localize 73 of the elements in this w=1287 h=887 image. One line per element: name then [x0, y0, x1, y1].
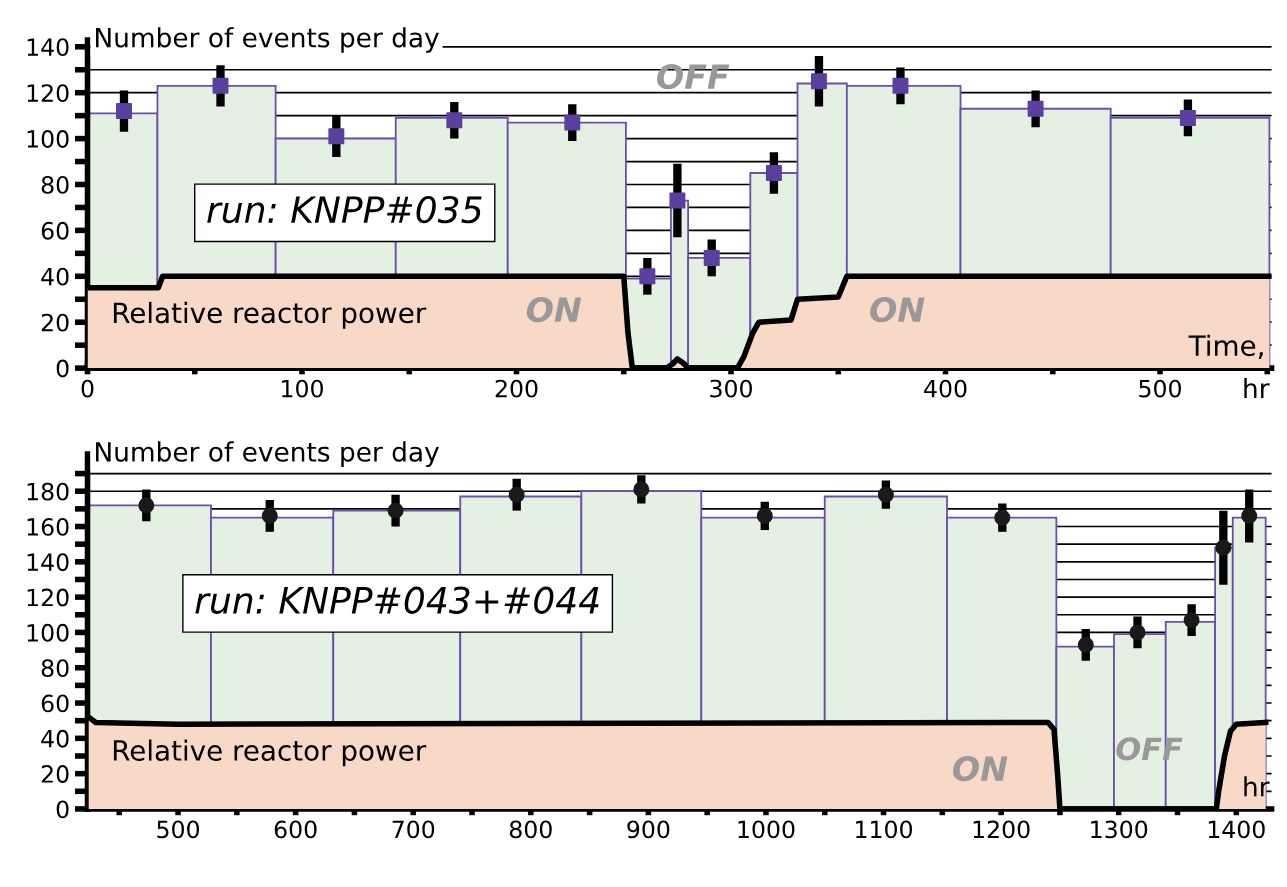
- y-tick-label: 60: [41, 221, 69, 240]
- point: [756, 507, 773, 524]
- x-tick-label: 900: [627, 820, 670, 839]
- y-tick-label: 100: [27, 130, 69, 148]
- x-tick-label: 100: [282, 379, 323, 398]
- x-tick-label: 600: [274, 820, 317, 839]
- point: [633, 481, 650, 498]
- point: [212, 77, 229, 94]
- y-tick-label: 20: [41, 765, 69, 783]
- x-tick-label: 1300: [1091, 820, 1148, 839]
- point: [508, 486, 525, 503]
- y-tick-label: 20: [41, 313, 69, 332]
- point: [892, 77, 909, 94]
- x-tick-label: 800: [509, 820, 552, 839]
- y-tick-label: 60: [41, 694, 69, 713]
- y-tick-label: 100: [27, 623, 69, 642]
- point: [387, 502, 404, 519]
- x-tick-label: 1000: [738, 820, 795, 839]
- annotation: run: KNPP#035: [207, 195, 482, 224]
- annotation: run: KNPP#043+#044: [195, 586, 599, 614]
- x-tick-label: 500: [157, 820, 200, 839]
- x-tick-label: 200: [495, 379, 538, 398]
- annotation: OFF: [657, 64, 730, 90]
- annotation: Relative reactor power: [113, 739, 427, 767]
- point: [1027, 100, 1044, 117]
- x-tick-label: 1400: [1208, 820, 1265, 839]
- point: [564, 114, 581, 131]
- point: [765, 165, 782, 182]
- x-tick-label: 400: [924, 379, 967, 398]
- point: [994, 509, 1011, 526]
- y-tick-label: 120: [27, 84, 69, 103]
- y-tick-label: 40: [41, 729, 69, 748]
- point: [328, 128, 345, 145]
- y-tick-label: 180: [27, 482, 69, 501]
- annotation: Relative reactor power: [113, 301, 427, 329]
- annotation: ON: [870, 297, 925, 323]
- point: [1179, 109, 1196, 126]
- y-tick-label: 0: [56, 800, 69, 819]
- point: [446, 112, 463, 129]
- y-axis-title: Number of events per day: [96, 441, 439, 467]
- point: [116, 103, 132, 120]
- point: [669, 192, 686, 209]
- x-axis-title: hr: [1244, 377, 1270, 398]
- y-tick-label: 160: [27, 517, 69, 536]
- y-tick-label: 80: [41, 659, 69, 678]
- point: [1183, 612, 1200, 629]
- y-tick-label: 40: [41, 267, 69, 286]
- x-tick-label: 1100: [856, 820, 913, 839]
- point: [703, 249, 720, 266]
- point: [1129, 624, 1146, 641]
- point: [810, 73, 827, 90]
- point: [877, 486, 894, 503]
- annotation: ON: [526, 297, 582, 323]
- y-tick-label: 120: [27, 588, 69, 607]
- point: [1241, 507, 1258, 524]
- annotation: ON: [953, 755, 1008, 782]
- point: [138, 497, 155, 514]
- point: [639, 268, 656, 285]
- x-tick-label: 0: [81, 379, 94, 398]
- annotation: Time,: [1188, 334, 1263, 359]
- y-tick-label: 80: [41, 175, 69, 194]
- point: [1215, 539, 1232, 556]
- x-tick-label: 500: [1139, 379, 1181, 398]
- x-tick-label: 300: [710, 379, 752, 398]
- y-axis-title: Number of events per day: [96, 27, 439, 53]
- point: [1077, 636, 1094, 653]
- x-tick-label: 1200: [973, 820, 1030, 839]
- point: [261, 507, 278, 524]
- x-tick-label: 700: [392, 820, 435, 839]
- x-axis-title: hr: [1244, 776, 1270, 797]
- y-tick-label: 0: [56, 359, 69, 378]
- y-tick-label: 140: [27, 38, 69, 57]
- y-tick-label: 140: [27, 553, 69, 572]
